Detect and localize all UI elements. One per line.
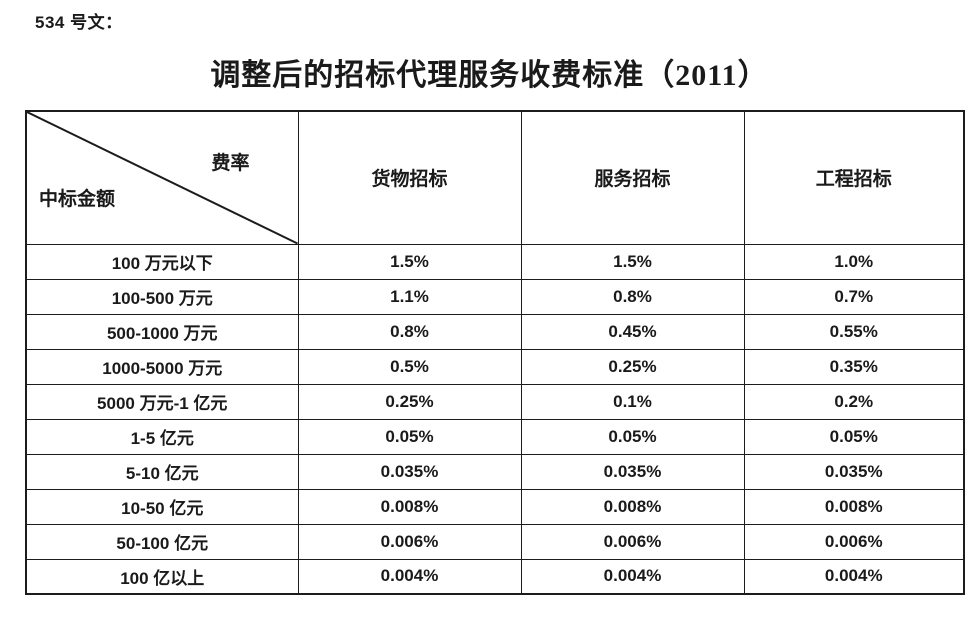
fee-value: 0.004% [520, 558, 745, 595]
diagonal-divider-line [27, 112, 298, 244]
table-row: 10-50 亿元 0.008% 0.008% 0.008% [25, 488, 965, 525]
fee-value: 0.8% [520, 278, 745, 315]
table-row: 1000-5000 万元 0.5% 0.25% 0.35% [25, 348, 965, 385]
fee-value: 1.5% [297, 243, 522, 280]
fee-value: 0.05% [297, 418, 522, 455]
row-label: 100-500 万元 [25, 278, 299, 315]
table-row: 1-5 亿元 0.05% 0.05% 0.05% [25, 418, 965, 455]
fee-value: 0.008% [297, 488, 522, 525]
row-label: 50-100 亿元 [25, 523, 299, 560]
column-header-engineering: 工程招标 [743, 110, 965, 245]
corner-rate-label: 费率 [211, 153, 250, 174]
table-row: 100 亿以上 0.004% 0.004% 0.004% [25, 558, 965, 595]
fee-value: 0.8% [297, 313, 522, 350]
fee-value: 1.1% [297, 278, 522, 315]
row-label: 500-1000 万元 [25, 313, 299, 350]
row-label: 100 万元以下 [25, 243, 299, 280]
row-label: 100 亿以上 [25, 558, 299, 595]
fee-value: 0.1% [520, 383, 745, 420]
table-row: 5000 万元-1 亿元 0.25% 0.1% 0.2% [25, 383, 965, 420]
fee-value: 1.5% [520, 243, 745, 280]
table-row: 50-100 亿元 0.006% 0.006% 0.006% [25, 523, 965, 560]
row-label: 5-10 亿元 [25, 453, 299, 490]
fee-value: 0.35% [743, 348, 965, 385]
fee-value: 0.004% [743, 558, 965, 595]
table-row: 5-10 亿元 0.035% 0.035% 0.035% [25, 453, 965, 490]
fee-value: 0.25% [520, 348, 745, 385]
fee-value: 0.25% [297, 383, 522, 420]
corner-header-cell: 费率 中标金额 [25, 110, 299, 245]
fee-value: 0.55% [743, 313, 965, 350]
fee-value: 0.05% [743, 418, 965, 455]
fee-value: 1.0% [743, 243, 965, 280]
table-row: 100 万元以下 1.5% 1.5% 1.0% [25, 243, 965, 280]
corner-amount-label: 中标金额 [39, 189, 116, 210]
fee-value: 0.7% [743, 278, 965, 315]
table-row: 500-1000 万元 0.8% 0.45% 0.55% [25, 313, 965, 350]
fee-value: 0.004% [297, 558, 522, 595]
table-row: 100-500 万元 1.1% 0.8% 0.7% [25, 278, 965, 315]
doc-ref-label: 534 号文： [35, 13, 123, 32]
row-label: 1000-5000 万元 [25, 348, 299, 385]
page-title: 调整后的招标代理服务收费标准（2011） [210, 59, 769, 92]
fee-value: 0.45% [520, 313, 745, 350]
column-header-goods: 货物招标 [297, 110, 522, 245]
fee-value: 0.035% [297, 453, 522, 490]
fee-value: 0.035% [520, 453, 745, 490]
fee-value: 0.035% [743, 453, 965, 490]
column-header-services: 服务招标 [520, 110, 745, 245]
fee-value: 0.2% [743, 383, 965, 420]
header-row: 费率 中标金额 货物招标 服务招标 工程招标 [25, 110, 965, 245]
fee-rate-table: 费率 中标金额 货物招标 服务招标 工程招标 100 万元以下 1.5% 1.5… [25, 110, 965, 595]
fee-value: 0.05% [520, 418, 745, 455]
fee-value: 0.006% [520, 523, 745, 560]
row-label: 10-50 亿元 [25, 488, 299, 525]
row-label: 1-5 亿元 [25, 418, 299, 455]
fee-value: 0.006% [743, 523, 965, 560]
row-label: 5000 万元-1 亿元 [25, 383, 299, 420]
fee-value: 0.5% [297, 348, 522, 385]
fee-value: 0.006% [297, 523, 522, 560]
fee-value: 0.008% [520, 488, 745, 525]
fee-value: 0.008% [743, 488, 965, 525]
fee-table-body: 100 万元以下 1.5% 1.5% 1.0% 100-500 万元 1.1% … [25, 243, 965, 595]
